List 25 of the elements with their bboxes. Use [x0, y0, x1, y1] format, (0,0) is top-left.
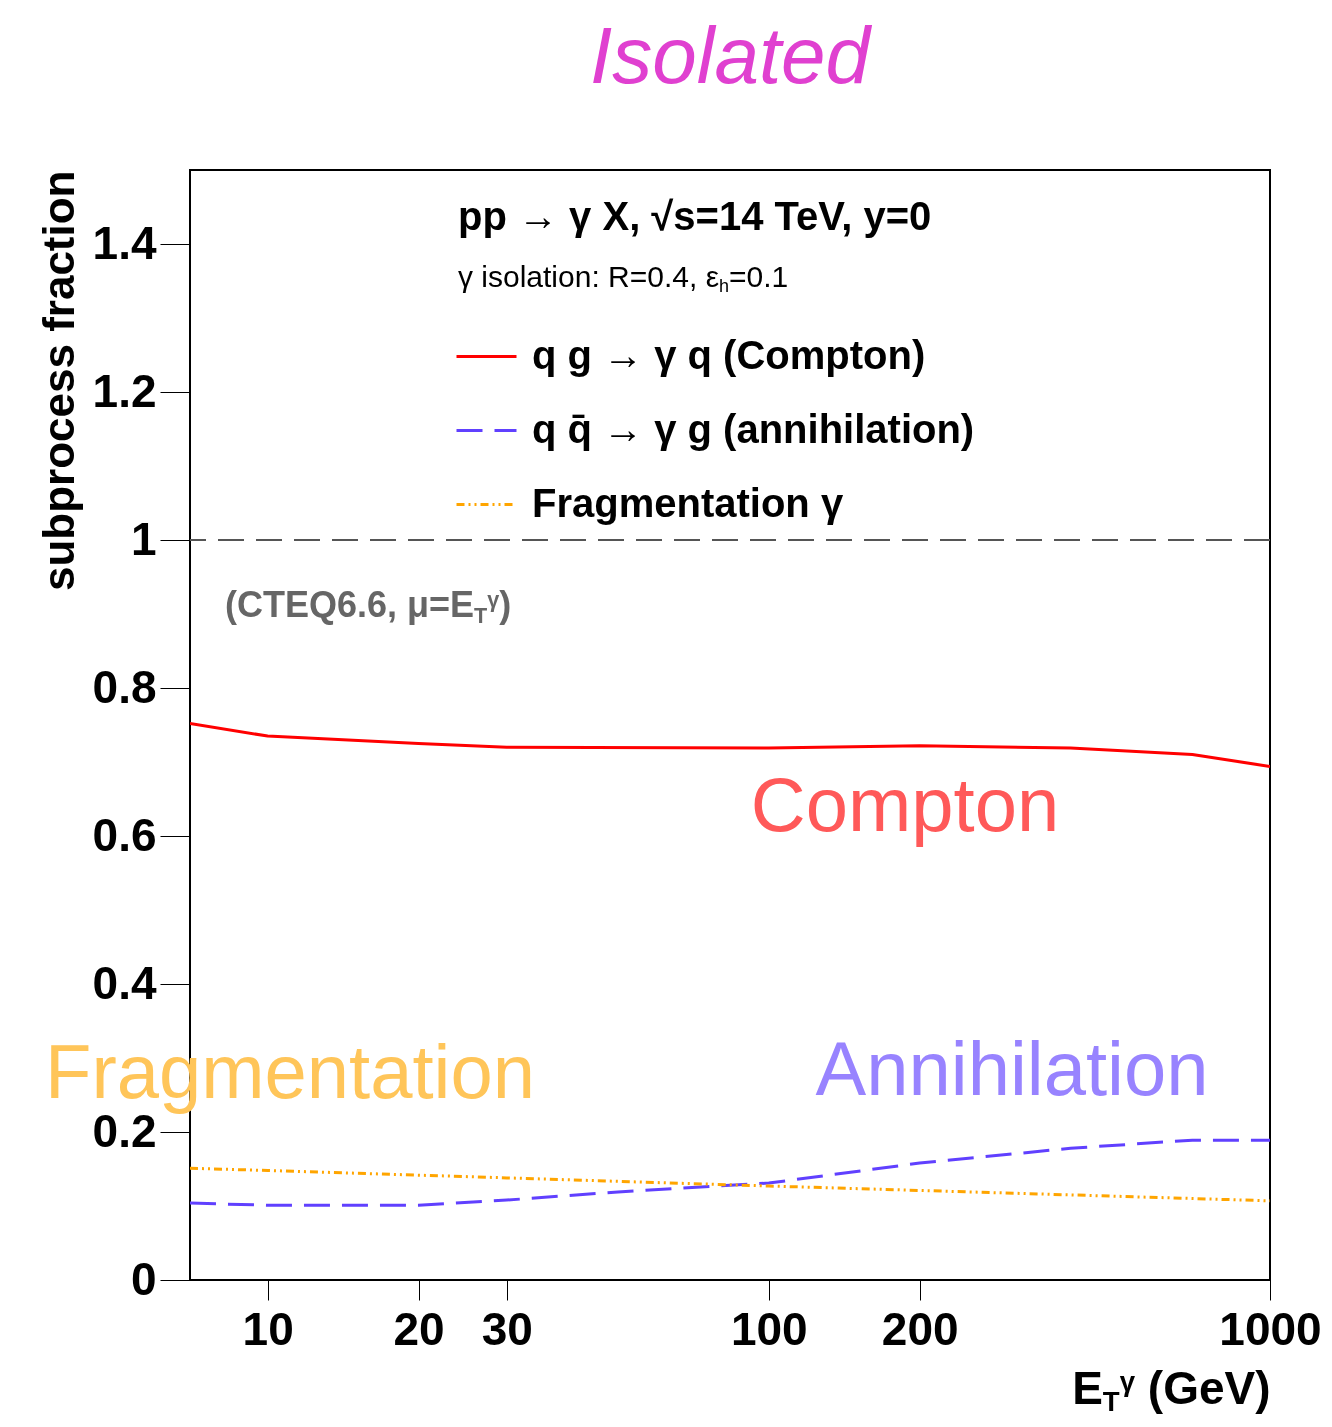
y-tick-label: 0.4	[92, 956, 157, 1009]
y-tick-label: 0	[130, 1252, 157, 1305]
y-tick-label: 1	[130, 512, 157, 565]
legend-label: q q̄ → γ g (annihilation)	[532, 406, 975, 451]
annotation: Compton	[750, 762, 1060, 847]
y-tick-label: 1.2	[92, 364, 157, 417]
annotation: γ isolation: R=0.4, ε$_{h}$=0.1	[458, 260, 789, 296]
x-tick-label: 200	[881, 1302, 959, 1355]
y-axis-title: subprocess fraction	[33, 170, 83, 592]
annotation: pp → γ X, √s=14 TeV, y=0	[458, 194, 932, 238]
x-tick-label: 20	[393, 1302, 445, 1355]
x-axis-title: E$_{T}$$^{γ}$ (GeV)	[1072, 1361, 1271, 1417]
y-tick-label: 1.4	[92, 216, 157, 269]
y-tick-label: 0.8	[92, 660, 157, 713]
y-tick-label: 0.2	[92, 1104, 157, 1157]
legend-label: Fragmentation γ	[532, 480, 844, 525]
x-tick-label: 1000	[1219, 1302, 1322, 1355]
x-tick-label: 100	[730, 1302, 808, 1355]
x-tick-label: 10	[242, 1302, 294, 1355]
legend-label: q g → γ q (Compton)	[532, 332, 926, 377]
y-tick-label: 0.6	[92, 808, 157, 861]
annotation: (CTEQ6.6, μ=E$_{T}$$^{γ}$)	[225, 584, 512, 628]
chart-title: Isolated	[589, 11, 873, 100]
x-tick-label: 30	[481, 1302, 533, 1355]
annotation: Annihilation	[815, 1026, 1209, 1111]
